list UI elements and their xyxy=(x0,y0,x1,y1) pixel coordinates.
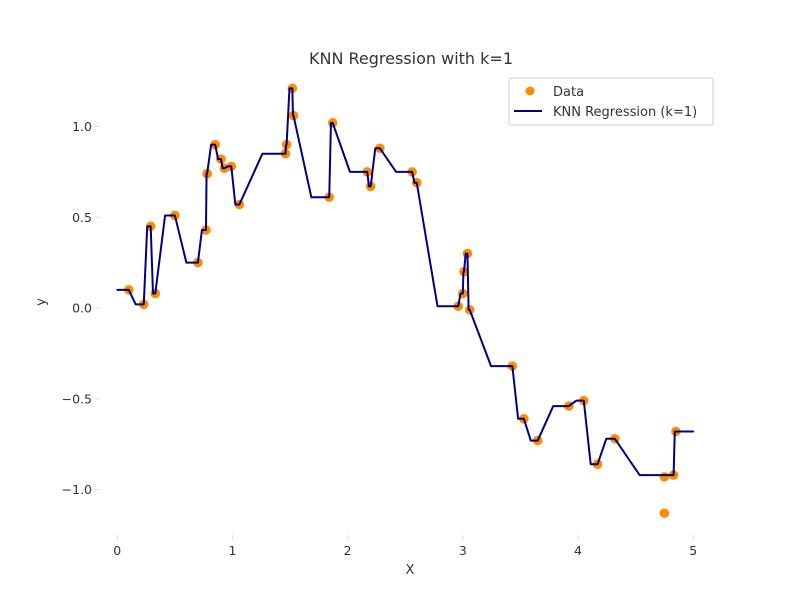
data-point xyxy=(659,472,670,482)
x-tick-label: 0 xyxy=(113,543,121,558)
y-axis-label: y xyxy=(34,298,49,306)
y-tick-label: −0.5 xyxy=(62,391,92,406)
x-axis-label: X xyxy=(406,563,415,578)
y-tick-label: 1.0 xyxy=(72,119,92,134)
y-tick-label: −1.0 xyxy=(62,482,92,497)
x-tick-label: 3 xyxy=(459,543,467,558)
chart-title: KNN Regression with k=1 xyxy=(309,49,513,68)
legend-data-label: Data xyxy=(553,85,584,100)
x-tick-label: 4 xyxy=(574,543,582,558)
legend-data-marker xyxy=(525,86,535,96)
legend: Data KNN Regression (k=1) xyxy=(508,77,714,126)
y-tick-label: 0.5 xyxy=(72,210,92,225)
x-axis-ticks: 0 1 2 3 4 5 xyxy=(113,535,697,558)
x-tick-label: 5 xyxy=(689,543,697,558)
data-point xyxy=(659,508,670,519)
legend-box xyxy=(508,77,714,126)
legend-knn-label: KNN Regression (k=1) xyxy=(553,105,697,120)
x-tick-label: 1 xyxy=(228,543,236,558)
y-tick-label: 0.0 xyxy=(72,301,92,316)
knn-regression-line xyxy=(116,87,695,477)
knn-regression-line-layer xyxy=(116,87,695,477)
x-tick-label: 2 xyxy=(344,543,352,558)
y-axis-ticks: −1.0 −0.5 0.0 0.5 1.0 xyxy=(62,119,100,497)
